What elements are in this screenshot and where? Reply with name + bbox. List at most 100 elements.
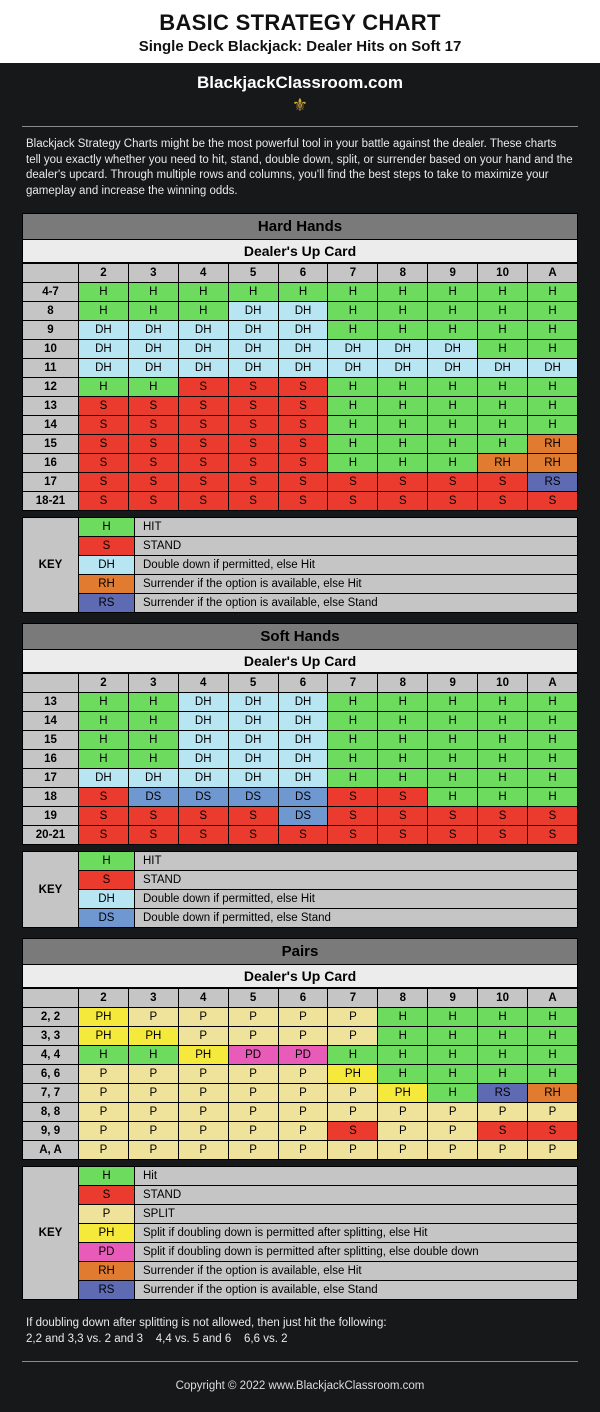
strategy-cell: RH	[528, 454, 578, 473]
strategy-cell: RH	[528, 435, 578, 454]
player-hand-label: 17	[23, 473, 79, 492]
strategy-cell: DH	[528, 359, 578, 378]
strategy-cell: H	[528, 769, 578, 788]
strategy-cell: RS	[478, 1084, 528, 1103]
strategy-cell: RH	[478, 454, 528, 473]
strategy-cell: H	[428, 416, 478, 435]
strategy-cell: H	[328, 378, 378, 397]
player-hand-label: 4-7	[23, 283, 79, 302]
strategy-cell: P	[428, 1141, 478, 1160]
key-code: PH	[79, 1224, 135, 1243]
strategy-cell: S	[128, 435, 178, 454]
strategy-cell: P	[128, 1122, 178, 1141]
dealer-col-header: A	[528, 264, 578, 283]
strategy-cell: H	[328, 283, 378, 302]
strategy-cell: PH	[79, 1027, 129, 1046]
strategy-cell: H	[528, 712, 578, 731]
key-code: RS	[79, 1281, 135, 1300]
strategy-cell: DH	[278, 750, 328, 769]
strategy-cell: H	[528, 1046, 578, 1065]
strategy-cell: P	[178, 1065, 228, 1084]
strategy-cell: S	[278, 416, 328, 435]
strategy-cell: S	[278, 473, 328, 492]
player-hand-label: 13	[23, 693, 79, 712]
strategy-cell: DH	[128, 340, 178, 359]
strategy-cell: DH	[228, 750, 278, 769]
dealer-col-header: 2	[79, 264, 129, 283]
player-hand-label: 12	[23, 378, 79, 397]
strategy-cell: P	[328, 1008, 378, 1027]
strategy-cell: P	[278, 1141, 328, 1160]
strategy-cell: H	[378, 769, 428, 788]
player-hand-label: 10	[23, 340, 79, 359]
key-description: SPLIT	[135, 1205, 578, 1224]
key-table: KEYHHITSSTANDDHDouble down if permitted,…	[22, 851, 578, 928]
footnote: If doubling down after splitting is not …	[22, 1310, 578, 1361]
strategy-cell: H	[328, 769, 378, 788]
strategy-cell: S	[328, 826, 378, 845]
strategy-cell: H	[478, 750, 528, 769]
strategy-cell: DH	[278, 693, 328, 712]
strategy-cell: S	[528, 807, 578, 826]
strategy-grid: 2345678910A2, 2PHPPPPPHHHH3, 3PHPHPPPPHH…	[22, 988, 578, 1160]
strategy-cell: DH	[228, 712, 278, 731]
strategy-cell: H	[428, 302, 478, 321]
strategy-cell: H	[428, 788, 478, 807]
strategy-cell: S	[128, 492, 178, 511]
strategy-cell: H	[128, 378, 178, 397]
strategy-cell: H	[328, 416, 378, 435]
strategy-cell: S	[528, 826, 578, 845]
key-description: Split if doubling down is permitted afte…	[135, 1243, 578, 1262]
strategy-cell: S	[178, 473, 228, 492]
strategy-cell: H	[478, 1046, 528, 1065]
strategy-cell: DH	[128, 321, 178, 340]
strategy-cell: H	[528, 416, 578, 435]
strategy-cell: H	[528, 1027, 578, 1046]
strategy-cell: H	[378, 302, 428, 321]
strategy-cell: H	[428, 1084, 478, 1103]
strategy-cell: H	[378, 378, 428, 397]
strategy-cell: H	[528, 1065, 578, 1084]
strategy-cell: H	[128, 750, 178, 769]
strategy-cell: DH	[79, 359, 129, 378]
strategy-cell: H	[478, 302, 528, 321]
strategy-cell: H	[428, 435, 478, 454]
strategy-cell: DH	[278, 731, 328, 750]
strategy-cell: P	[79, 1103, 129, 1122]
strategy-cell: H	[478, 1065, 528, 1084]
strategy-cell: DS	[128, 788, 178, 807]
strategy-cell: S	[228, 807, 278, 826]
dealer-col-header: 8	[378, 264, 428, 283]
dealer-col-header: 3	[128, 674, 178, 693]
strategy-cell: P	[328, 1027, 378, 1046]
key-label: KEY	[23, 852, 79, 928]
strategy-cell: H	[378, 1008, 428, 1027]
key-code: S	[79, 537, 135, 556]
strategy-cell: P	[228, 1027, 278, 1046]
player-hand-label: 16	[23, 454, 79, 473]
key-code: S	[79, 1186, 135, 1205]
strategy-cell: P	[228, 1122, 278, 1141]
dealer-col-header: 8	[378, 674, 428, 693]
strategy-cell: H	[478, 321, 528, 340]
strategy-cell: S	[79, 492, 129, 511]
strategy-cell: PH	[378, 1084, 428, 1103]
strategy-cell: H	[478, 769, 528, 788]
strategy-cell: S	[128, 473, 178, 492]
pairs-section: PairsDealer's Up Card2345678910A2, 2PHPP…	[22, 938, 578, 1300]
strategy-cell: P	[278, 1008, 328, 1027]
strategy-cell: H	[528, 693, 578, 712]
key-description: Double down if permitted, else Stand	[135, 909, 578, 928]
strategy-cell: S	[328, 807, 378, 826]
strategy-cell: S	[228, 435, 278, 454]
strategy-cell: S	[478, 807, 528, 826]
site-row: BlackjackClassroom.com ⚜	[0, 63, 600, 122]
dealer-col-header: A	[528, 674, 578, 693]
key-description: Surrender if the option is available, el…	[135, 575, 578, 594]
strategy-cell: H	[128, 712, 178, 731]
strategy-cell: H	[478, 788, 528, 807]
site-name: BlackjackClassroom.com	[197, 73, 403, 92]
player-hand-label: 17	[23, 769, 79, 788]
strategy-cell: S	[278, 826, 328, 845]
key-code: DS	[79, 909, 135, 928]
